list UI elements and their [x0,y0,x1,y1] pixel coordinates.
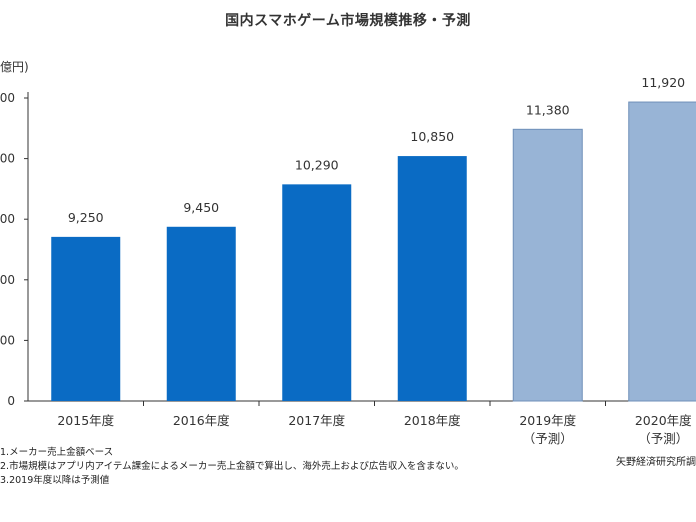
y-tick-label: 000 [0,212,15,226]
bar [397,156,467,401]
bar [512,128,583,402]
y-axis-unit-label: 億円) [0,60,29,74]
bar [166,226,236,401]
chart-note: 3.2019年度以降は予測値 [0,475,110,486]
data-label: 11,380 [526,102,570,117]
chart-note: 1.メーカー売上金額ベース [0,447,114,458]
bar [282,184,352,401]
y-tick-label: 000 [0,91,15,105]
x-tick-label: 2015年度 [57,413,114,428]
x-tick-label: 2020年度 [635,413,692,428]
y-tick-label: 000 [0,333,15,347]
data-label: 10,850 [410,129,454,144]
x-tick-label: 2016年度 [173,413,230,428]
x-tick-label: 2017年度 [288,413,345,428]
bar [51,236,121,401]
chart-source: 矢野経済研究所調 [616,457,696,468]
chart-note: 2.市場規模はアプリ内アイテム課金によるメーカー売上金額で算出し、海外売上および… [0,461,464,472]
x-tick-sublabel: （予測） [638,431,688,446]
x-tick-label: 2018年度 [404,413,461,428]
y-tick-label: 000 [0,273,15,287]
y-tick-label: 000 [0,152,15,166]
data-label: 9,450 [183,200,219,215]
x-tick-label: 2019年度 [519,413,576,428]
chart-notes: 1.メーカー売上金額ベース 2.市場規模はアプリ内アイテム課金によるメーカー売上… [0,446,464,488]
chart-title: 国内スマホゲーム市場規模推移・予測 [225,13,471,29]
data-label: 9,250 [68,210,104,225]
y-tick-label: 0 [7,394,15,408]
bar [628,101,696,402]
data-label: 10,290 [295,157,339,172]
data-label: 11,920 [641,75,685,90]
x-tick-sublabel: （予測） [523,431,573,446]
